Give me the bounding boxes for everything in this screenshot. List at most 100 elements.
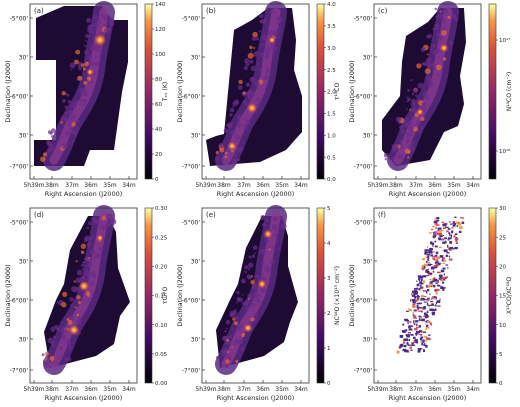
map-pixel [421,278,423,282]
map-pixel [430,254,434,257]
y-tick-label: -6°00' [182,94,201,101]
map-pixel [87,263,92,268]
y-tick-label: 30' [191,259,201,266]
map-pixel [430,286,433,288]
map-pixel [249,115,252,118]
map-pixel [437,280,439,283]
map-pixel [418,319,423,321]
x-axis-label: Right Ascension (J2000) [45,190,123,198]
map-pixel [94,55,98,59]
map-pixel [249,45,253,50]
map-pixel [238,353,241,356]
map-pixel [436,300,441,303]
map-pixel [265,47,271,52]
map-pixel [442,223,447,227]
emission-map [396,216,465,354]
map-pixel [439,276,442,279]
x-tick-label: 35m [275,182,289,189]
map-pixel [257,62,260,66]
map-pixel [427,320,431,324]
map-pixel [422,280,425,283]
map-pixel [423,349,425,353]
map-pixel [95,255,98,258]
map-pixel [459,217,464,219]
map-pixel [453,235,456,238]
map-pixel [392,156,396,160]
map-pixel [431,303,434,306]
map-pixel [272,45,278,52]
y-tick-label: -5°00' [182,16,201,23]
colorbar-tick-label: 0.30 [155,206,168,212]
map-pixel [95,47,101,53]
map-pixel [230,130,236,136]
map-pixel [398,139,402,143]
map-pixel [429,283,433,287]
map-pixel [417,348,420,350]
map-pixel [423,265,426,269]
map-pixel [435,266,438,269]
map-pixel [42,152,48,157]
x-tick-label: 38m [389,386,403,393]
map-pixel [82,91,88,97]
y-tick-label: 30' [363,55,373,62]
map-pixel [263,32,266,34]
x-tick-label: 37m [237,182,251,189]
map-pixel [71,139,74,143]
map-pixel [442,249,445,252]
map-pixel [452,220,456,224]
map-pixel [430,83,434,86]
map-pixel [432,270,435,273]
y-tick-label: 30' [19,133,29,140]
map-pixel [418,330,423,333]
map-pixel [433,44,436,48]
map-pixel [70,68,73,71]
map-pixel [61,115,68,122]
map-pixel [255,37,260,41]
map-pixel [430,228,434,231]
map-pixel [46,139,51,144]
colorbar-tick-label: 60 [155,102,162,108]
map-pixel [422,290,427,292]
map-pixel [251,36,257,41]
map-pixel [407,344,411,346]
colorbar [316,3,325,180]
map-pixel [439,10,442,13]
map-pixel [74,306,77,309]
map-pixel [413,315,417,319]
map-pixel [222,158,225,162]
map-pixel [413,323,416,325]
map-pixel [247,267,251,271]
bright-clump [243,323,253,333]
map-pixel [249,59,254,64]
map-pixel [265,218,269,222]
map-pixel [48,353,52,356]
map-pixel [404,318,408,321]
map-pixel [439,298,441,301]
colorbar-label: X¹³CO/XC¹⁸O [506,277,513,315]
y-tick-label: -6°00' [10,298,29,305]
map-pixel [423,335,428,338]
map-pixel [448,258,453,261]
colorbar-tick-label: 3.0 [327,46,336,52]
map-pixel [442,235,445,237]
map-pixel [439,235,443,238]
panel-label: (b) [206,7,216,15]
bright-clump [439,43,449,53]
map-pixel [410,333,414,336]
y-tick-label: 30' [19,337,29,344]
map-pixel [396,154,403,160]
x-tick-label: 5h39m [23,182,44,189]
map-pixel [434,7,438,11]
map-pixel [83,88,87,92]
bright-clump [416,108,424,116]
bright-clump [86,68,94,76]
map-pixel [422,339,425,342]
map-pixel [408,144,412,148]
map-pixel [90,80,95,84]
map-pixel [237,122,241,126]
map-pixel [244,270,247,273]
map-pixel [234,99,240,105]
map-pixel [415,327,419,329]
panel-label: (c) [378,7,388,15]
map-pixel [88,221,93,226]
